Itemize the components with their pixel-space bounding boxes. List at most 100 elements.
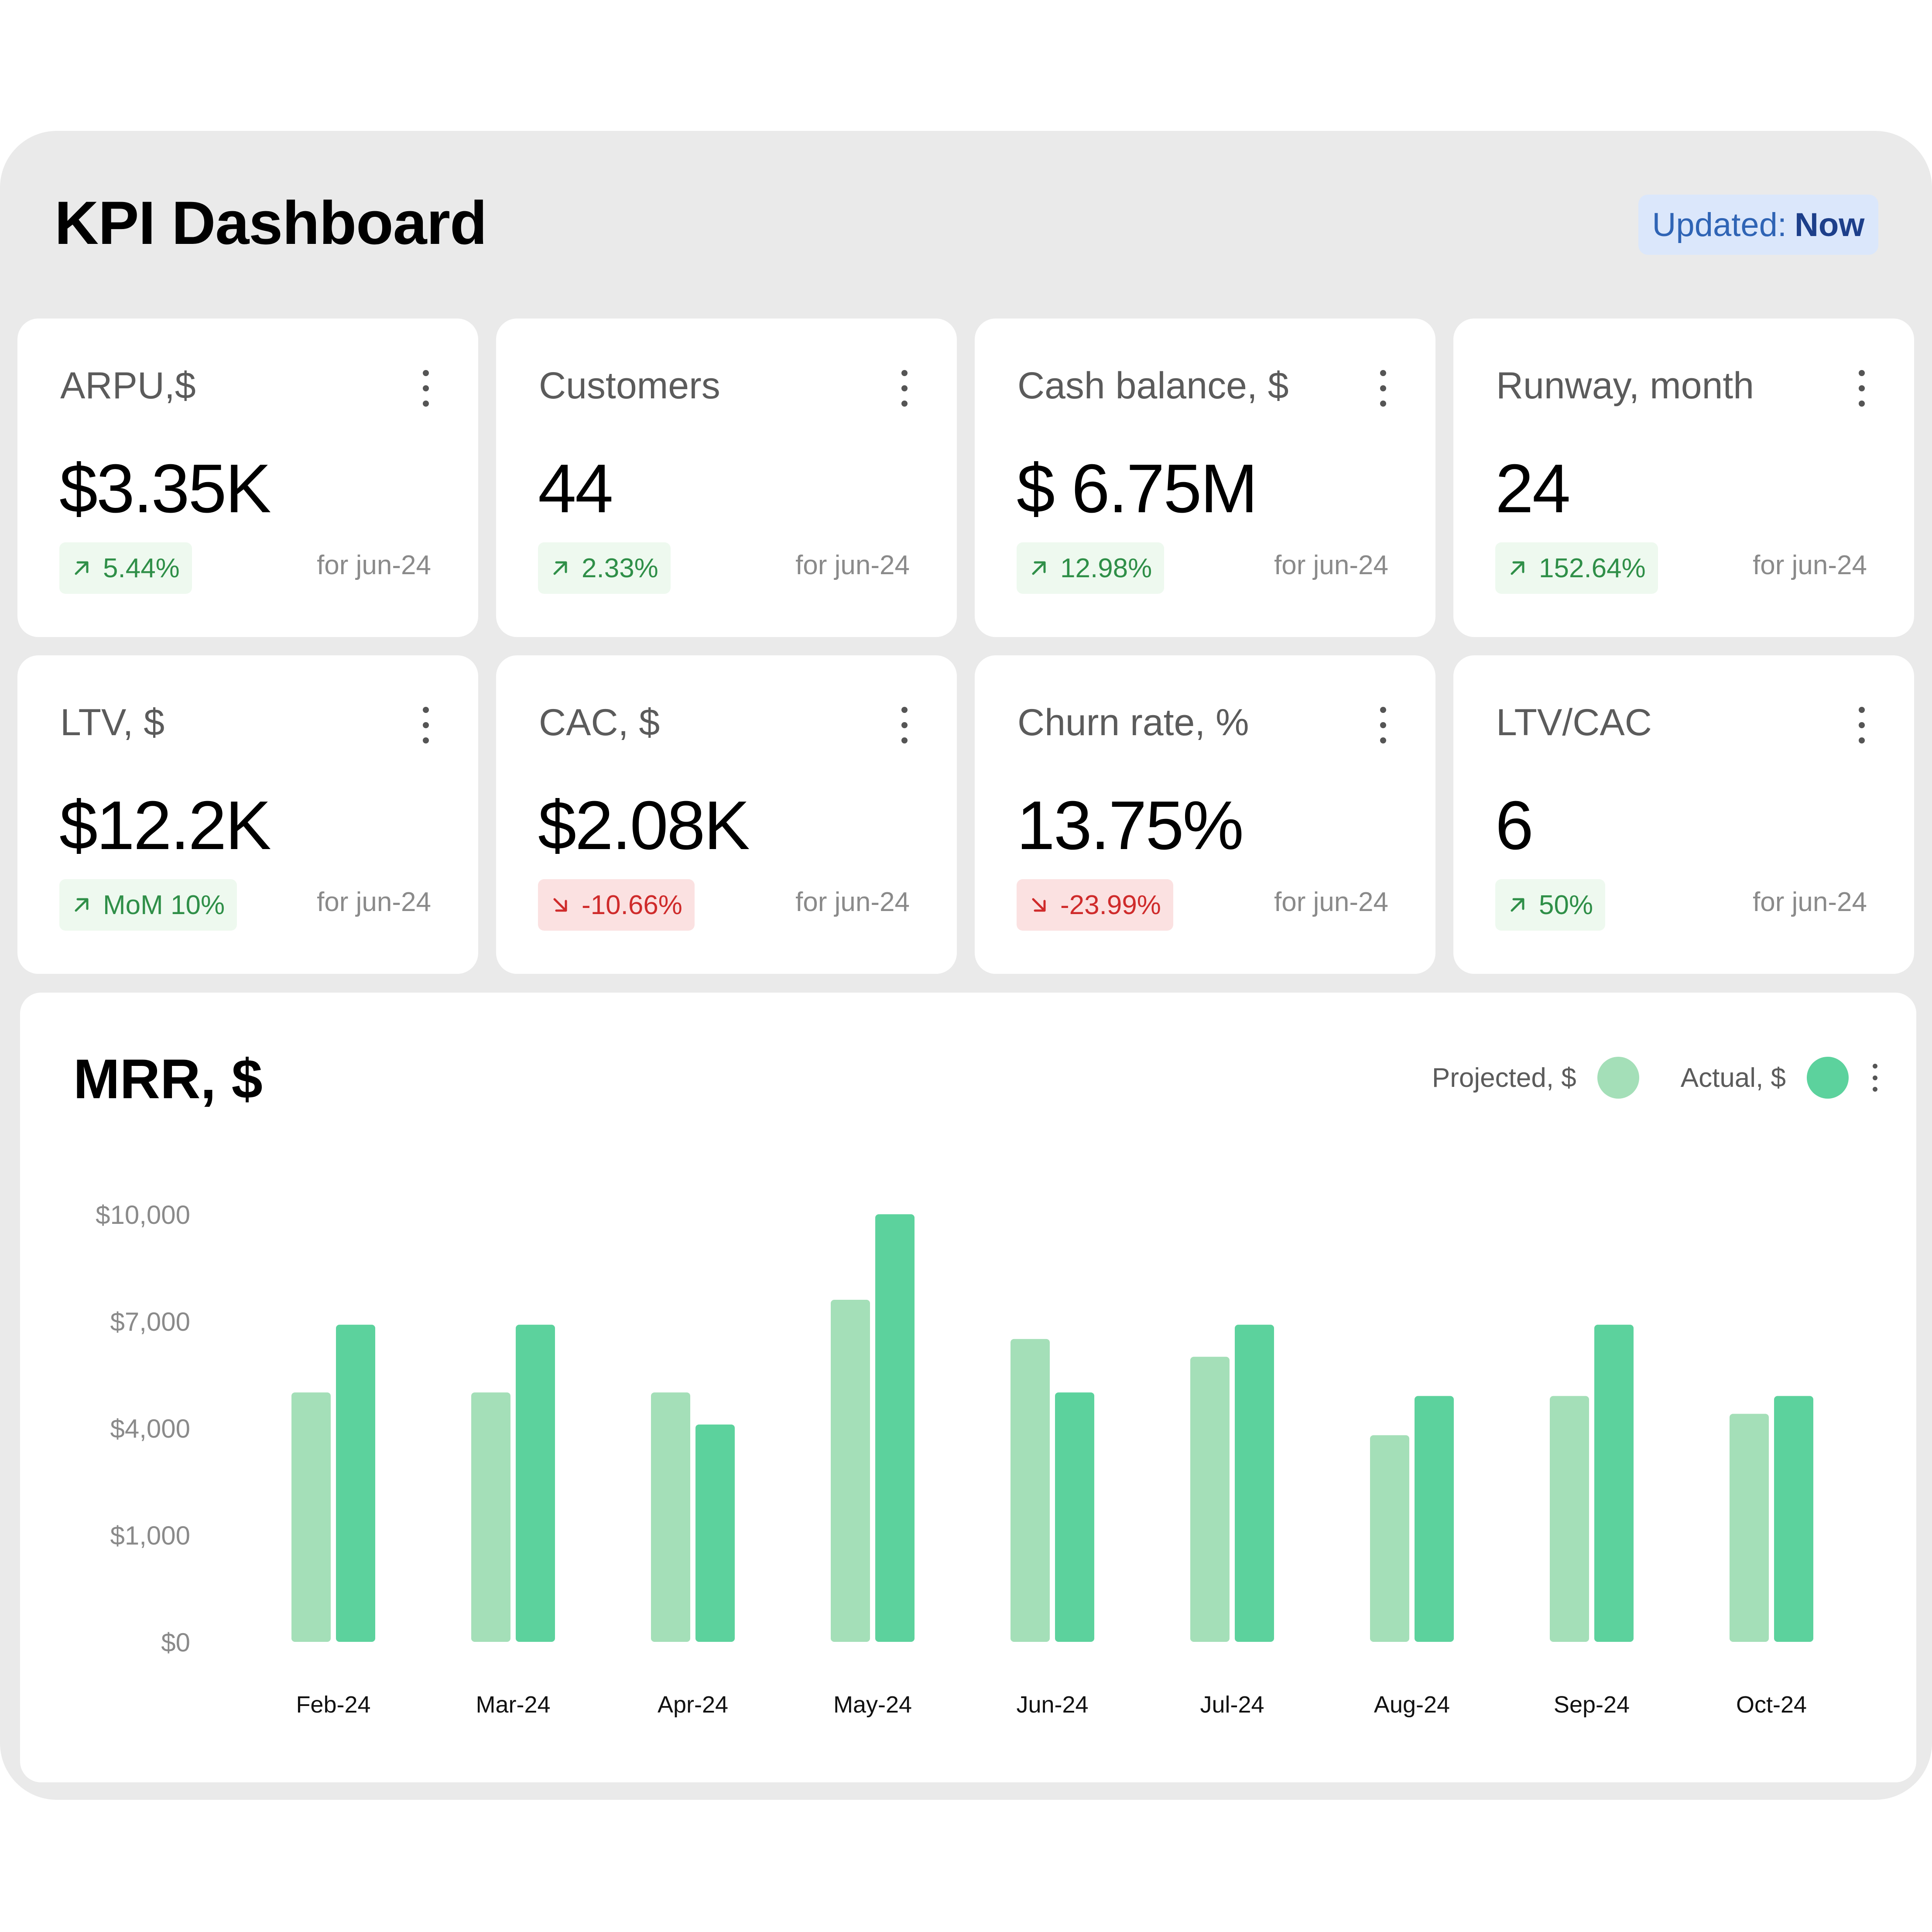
bar-projected-apr-24[interactable] bbox=[651, 1392, 690, 1642]
bar-projected-feb-24[interactable] bbox=[291, 1392, 331, 1642]
chart-legend: Projected, $ Actual, $ bbox=[1432, 1056, 1881, 1100]
kpi-period: for jun-24 bbox=[795, 550, 910, 580]
kpi-period: for jun-24 bbox=[1274, 887, 1388, 917]
mrr-bar-chart: $0 $1,000 $4,000 $7,000 $10,000 Feb-24 Mar-24 A… bbox=[96, 1200, 1813, 1718]
kpi-delta-badge: 12.98% bbox=[1017, 542, 1165, 594]
kpi-period: for jun-24 bbox=[1753, 887, 1867, 917]
bar-actual-sep-24[interactable] bbox=[1594, 1325, 1634, 1642]
x-tick-label: Apr-24 bbox=[658, 1692, 728, 1718]
kpi-delta-value: MoM 10% bbox=[103, 890, 225, 920]
kpi-value: 13.75% bbox=[1017, 787, 1244, 864]
arrow-up-right-icon bbox=[1511, 561, 1524, 575]
kpi-value: 44 bbox=[538, 450, 613, 527]
x-tick-label: Aug-24 bbox=[1374, 1692, 1450, 1718]
more-vertical-icon[interactable] bbox=[1853, 370, 1870, 407]
arrow-up-right-icon bbox=[1511, 898, 1524, 912]
kpi-value: $3.35K bbox=[59, 450, 271, 527]
more-vertical-icon[interactable] bbox=[1374, 370, 1392, 407]
more-vertical-icon[interactable] bbox=[896, 370, 913, 407]
kpi-period: for jun-24 bbox=[1274, 550, 1388, 580]
kpi-value: $12.2K bbox=[59, 787, 271, 864]
bar-actual-feb-24[interactable] bbox=[336, 1325, 375, 1642]
kpi-period: for jun-24 bbox=[1753, 550, 1867, 580]
x-tick-label: Jul-24 bbox=[1200, 1692, 1264, 1718]
bar-projected-mar-24[interactable] bbox=[471, 1392, 510, 1642]
more-vertical-icon[interactable] bbox=[417, 707, 435, 743]
y-tick-label: $4,000 bbox=[110, 1414, 190, 1443]
updated-value: Now bbox=[1795, 206, 1865, 243]
bar-actual-aug-24[interactable] bbox=[1415, 1396, 1454, 1642]
bar-projected-sep-24[interactable] bbox=[1550, 1396, 1589, 1642]
legend-label-projected: Projected, $ bbox=[1432, 1062, 1576, 1093]
kpi-delta-badge: 5.44% bbox=[59, 542, 192, 594]
legend-item-actual[interactable]: Actual, $ bbox=[1681, 1057, 1849, 1099]
kpi-title: LTV/CAC bbox=[1496, 702, 1652, 743]
bar-projected-aug-24[interactable] bbox=[1370, 1435, 1409, 1642]
kpi-value: 24 bbox=[1495, 450, 1571, 527]
bar-actual-oct-24[interactable] bbox=[1774, 1396, 1813, 1642]
legend-swatch-projected bbox=[1597, 1057, 1639, 1099]
kpi-value: $2.08K bbox=[538, 787, 750, 864]
kpi-period: for jun-24 bbox=[317, 887, 431, 917]
kpi-delta-badge: MoM 10% bbox=[59, 879, 237, 931]
kpi-delta-value: -23.99% bbox=[1060, 890, 1161, 920]
updated-status-badge: Updated: Now bbox=[1638, 195, 1878, 255]
kpi-title: Churn rate, % bbox=[1017, 702, 1249, 743]
kpi-card-runway-month: Runway, month 24 152.64% for jun-24 bbox=[1453, 319, 1914, 637]
bar-projected-may-24[interactable] bbox=[831, 1300, 870, 1642]
kpi-delta-badge: -10.66% bbox=[538, 879, 695, 931]
kpi-title: Cash balance, $ bbox=[1017, 365, 1289, 407]
more-vertical-icon[interactable] bbox=[1374, 707, 1392, 743]
chart-title: MRR, $ bbox=[73, 1048, 263, 1110]
kpi-period: for jun-24 bbox=[317, 550, 431, 580]
kpi-delta-value: 152.64% bbox=[1539, 553, 1646, 583]
bar-actual-jul-24[interactable] bbox=[1235, 1325, 1274, 1642]
kpi-card-ltv-cac: LTV/CAC 6 50% for jun-24 bbox=[1453, 655, 1914, 974]
kpi-title: Runway, month bbox=[1496, 365, 1754, 407]
arrow-up-right-icon bbox=[75, 561, 89, 575]
legend-label-actual: Actual, $ bbox=[1680, 1062, 1786, 1093]
arrow-up-right-icon bbox=[75, 898, 89, 912]
kpi-card-ltv: LTV, $ $12.2K MoM 10% for jun-24 bbox=[17, 655, 478, 974]
bar-actual-apr-24[interactable] bbox=[695, 1424, 735, 1642]
y-tick-label: $10,000 bbox=[96, 1200, 190, 1230]
arrow-up-right-icon bbox=[1032, 561, 1046, 575]
x-tick-label: Feb-24 bbox=[296, 1692, 370, 1718]
kpi-delta-value: 2.33% bbox=[582, 553, 658, 583]
kpi-card-cash-balance: Cash balance, $ $ 6.75M 12.98% for jun-24 bbox=[975, 319, 1435, 637]
kpi-delta-value: 12.98% bbox=[1060, 553, 1152, 583]
x-tick-label: Jun-24 bbox=[1016, 1692, 1088, 1718]
kpi-delta-badge: 152.64% bbox=[1495, 542, 1658, 594]
y-tick-label: $0 bbox=[161, 1628, 190, 1657]
legend-item-projected[interactable]: Projected, $ bbox=[1432, 1057, 1639, 1099]
bar-actual-may-24[interactable] bbox=[875, 1214, 915, 1642]
y-tick-label: $1,000 bbox=[110, 1521, 190, 1550]
kpi-delta-badge: 2.33% bbox=[538, 542, 671, 594]
x-tick-label: May-24 bbox=[833, 1692, 912, 1718]
kpi-delta-value: 50% bbox=[1539, 890, 1593, 920]
kpi-card-churn-rate: Churn rate, % 13.75% -23.99% for jun-24 bbox=[975, 655, 1435, 974]
legend-swatch-actual bbox=[1807, 1057, 1849, 1099]
kpi-title: ARPU,$ bbox=[60, 365, 196, 407]
bar-projected-jul-24[interactable] bbox=[1190, 1357, 1230, 1642]
bar-actual-jun-24[interactable] bbox=[1055, 1392, 1094, 1642]
kpi-delta-value: -10.66% bbox=[582, 890, 682, 920]
bar-projected-jun-24[interactable] bbox=[1011, 1339, 1050, 1642]
bar-projected-oct-24[interactable] bbox=[1730, 1414, 1769, 1642]
page-title: KPI Dashboard bbox=[55, 188, 487, 257]
x-tick-label: Oct-24 bbox=[1736, 1692, 1807, 1718]
kpi-title: Customers bbox=[539, 365, 720, 407]
arrow-up-right-icon bbox=[553, 561, 567, 575]
bar-actual-mar-24[interactable] bbox=[516, 1325, 555, 1642]
kpi-period: for jun-24 bbox=[795, 887, 910, 917]
mrr-chart-card: $0 $1,000 $4,000 $7,000 $10,000 Feb-24 Mar-24 A… bbox=[20, 993, 1916, 1782]
x-tick-label: Sep-24 bbox=[1554, 1692, 1630, 1718]
more-vertical-icon[interactable] bbox=[1853, 707, 1870, 743]
updated-label: Updated: bbox=[1652, 206, 1787, 243]
more-vertical-icon[interactable] bbox=[417, 370, 435, 407]
kpi-delta-badge: 50% bbox=[1495, 879, 1606, 931]
arrow-down-right-icon bbox=[553, 898, 567, 912]
more-vertical-icon[interactable] bbox=[896, 707, 913, 743]
kpi-card-customers: Customers 44 2.33% for jun-24 bbox=[496, 319, 957, 637]
chart-menu-icon[interactable] bbox=[1868, 1064, 1881, 1092]
